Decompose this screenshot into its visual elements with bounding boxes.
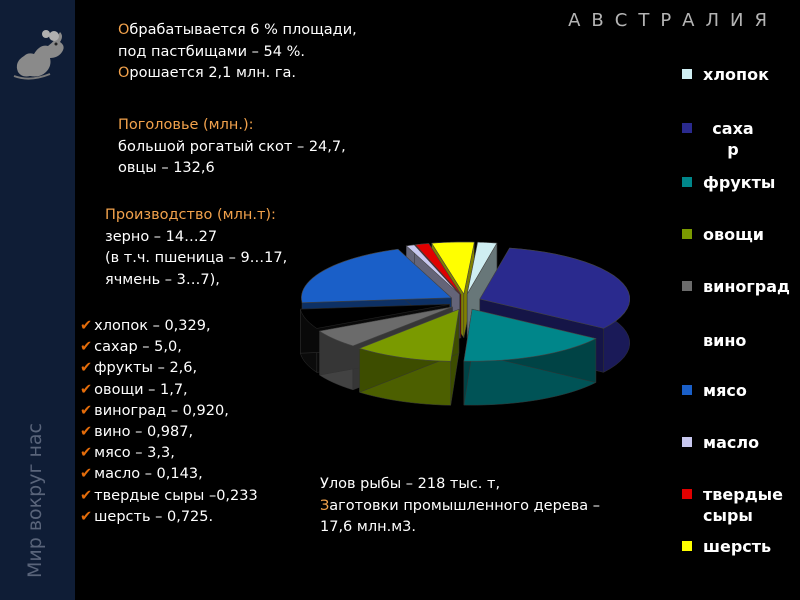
legend-swatch	[682, 385, 692, 395]
legend-swatch	[682, 123, 692, 133]
list-item: ✔ вино – 0,987,	[80, 424, 194, 441]
check-icon: ✔	[80, 318, 93, 334]
list-item: ✔ мясо – 3,3,	[80, 445, 175, 462]
pie-slice-3	[463, 308, 597, 406]
legend-label: вино	[703, 331, 747, 350]
legend-label: мясо	[703, 381, 747, 400]
legend-swatch	[682, 69, 692, 79]
livestock-heading: Поголовье (млн.):	[118, 117, 254, 133]
production-list: ✔ хлопок – 0,329, ✔ сахар – 5,0, ✔ фрукты –…	[80, 316, 258, 528]
legend-swatch	[682, 281, 692, 291]
production-block: Производство (млн.т): зерно – 14…27 (в т…	[105, 205, 287, 291]
land-block: Обрабатывается 6 % площади, под пастбища…	[118, 20, 357, 85]
timber-initial: З	[320, 497, 330, 514]
country-title: АВСТРАЛИЯ	[568, 10, 778, 31]
check-icon: ✔	[80, 466, 93, 483]
legend-swatch	[682, 541, 692, 551]
check-icon: ✔	[80, 381, 93, 398]
check-icon: ✔	[80, 487, 93, 504]
land-l1-initial: О	[118, 22, 130, 38]
legend-swatch	[682, 335, 694, 347]
pie-chart	[300, 241, 630, 406]
legend-label: масло	[703, 433, 760, 452]
mouse-mascot-icon	[13, 30, 64, 80]
livestock-sheep: овцы – 132,6	[118, 160, 215, 176]
legend-swatch	[682, 177, 692, 187]
legend-swatch	[682, 229, 692, 239]
legend-label: виноград	[703, 277, 790, 296]
land-l2: под пастбищами – 54 %.	[118, 43, 305, 60]
list-item: ✔ фрукты – 2,6,	[80, 360, 198, 377]
sidebar-title: Мир вокруг нас	[24, 423, 46, 578]
production-barley: ячмень – 3…7),	[105, 271, 220, 288]
livestock-block: Поголовье (млн.): большой рогатый скот –…	[118, 115, 346, 180]
land-l3-initial: О	[118, 65, 130, 81]
production-wheat: (в т.ч. пшеница – 9…17,	[105, 250, 288, 266]
list-item: ✔ шерсть – 0,725.	[80, 508, 214, 525]
list-item: ✔ масло – 0,143,	[80, 466, 203, 483]
list-item: ✔ виноград – 0,920,	[80, 402, 229, 419]
list-item: ✔ твердые сыры –0,233	[80, 487, 258, 504]
legend-swatch	[682, 437, 692, 447]
timber-value: 17,6 млн.м3.	[320, 519, 416, 535]
legend-swatch	[682, 489, 692, 499]
list-item: ✔ хлопок – 0,329,	[80, 318, 211, 334]
land-l1: брабатывается 6 % площади,	[129, 22, 357, 38]
fish-block: Улов рыбы – 218 тыс. т, Заготовки промыш…	[320, 474, 600, 539]
livestock-cattle: большой рогатый скот – 24,7,	[118, 138, 346, 155]
timber-line: аготовки промышленного дерева –	[329, 497, 601, 514]
legend-label: фрукты	[703, 173, 776, 192]
legend-label: хлопок	[703, 65, 769, 84]
legend-label: саха р	[712, 119, 754, 159]
check-icon: ✔	[80, 445, 93, 462]
legend-label: шерсть	[703, 537, 772, 556]
production-grain: зерно – 14…27	[105, 228, 218, 245]
check-icon: ✔	[80, 339, 93, 356]
pie-slice-4	[358, 308, 460, 406]
legend-label: овощи	[703, 225, 765, 244]
check-icon: ✔	[80, 508, 93, 525]
sidebar: Мир вокруг нас	[0, 0, 75, 600]
check-icon: ✔	[80, 402, 93, 419]
list-item: ✔ овощи – 1,7,	[80, 381, 188, 398]
check-icon: ✔	[80, 360, 93, 377]
production-heading: Производство (млн.т):	[105, 207, 276, 223]
legend-label: твердые сыры	[703, 485, 783, 525]
check-icon: ✔	[80, 424, 93, 441]
fish-catch: Улов рыбы – 218 тыс. т,	[320, 476, 501, 492]
list-item: ✔ сахар – 5,0,	[80, 339, 182, 356]
chart-legend: хлопок саха р фрукты овощи виноград вино мясо м…	[678, 60, 800, 580]
land-l3: рошается 2,1 млн. га.	[129, 65, 297, 81]
